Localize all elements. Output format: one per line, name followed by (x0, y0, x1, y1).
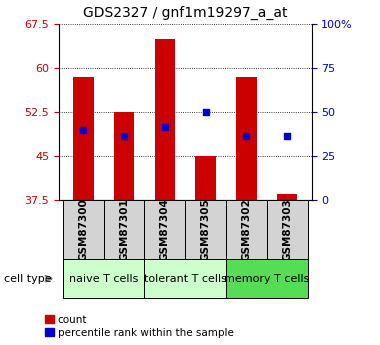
Bar (104, 200, 144, 259)
Bar (155, 39, 175, 200)
Bar (73, 77, 93, 200)
Point (121, 133, 127, 138)
Bar (63, 259, 144, 298)
Bar (195, 156, 216, 200)
Text: GSM87300: GSM87300 (78, 198, 89, 261)
Legend: count, percentile rank within the sample: count, percentile rank within the sample (43, 313, 236, 340)
Bar (185, 200, 226, 259)
Text: cell type: cell type (4, 274, 51, 284)
Text: naive T cells: naive T cells (69, 274, 138, 284)
Bar (267, 200, 307, 259)
Point (80, 127, 86, 132)
Bar (277, 194, 297, 200)
Bar (144, 259, 226, 298)
Bar (226, 259, 307, 298)
Bar (226, 200, 267, 259)
Point (162, 124, 168, 129)
Title: GDS2327 / gnf1m19297_a_at: GDS2327 / gnf1m19297_a_at (83, 6, 288, 20)
Text: tolerant T cells: tolerant T cells (144, 274, 227, 284)
Point (243, 133, 249, 138)
Bar (114, 112, 134, 200)
Point (203, 109, 209, 115)
Bar (236, 77, 256, 200)
Text: GSM87305: GSM87305 (201, 198, 211, 261)
Text: GSM87304: GSM87304 (160, 198, 170, 261)
Bar (144, 200, 185, 259)
Text: GSM87303: GSM87303 (282, 198, 292, 261)
Text: memory T cells: memory T cells (224, 274, 309, 284)
Bar (63, 200, 104, 259)
Text: GSM87301: GSM87301 (119, 198, 129, 261)
Point (284, 133, 290, 138)
Text: GSM87302: GSM87302 (241, 198, 252, 261)
